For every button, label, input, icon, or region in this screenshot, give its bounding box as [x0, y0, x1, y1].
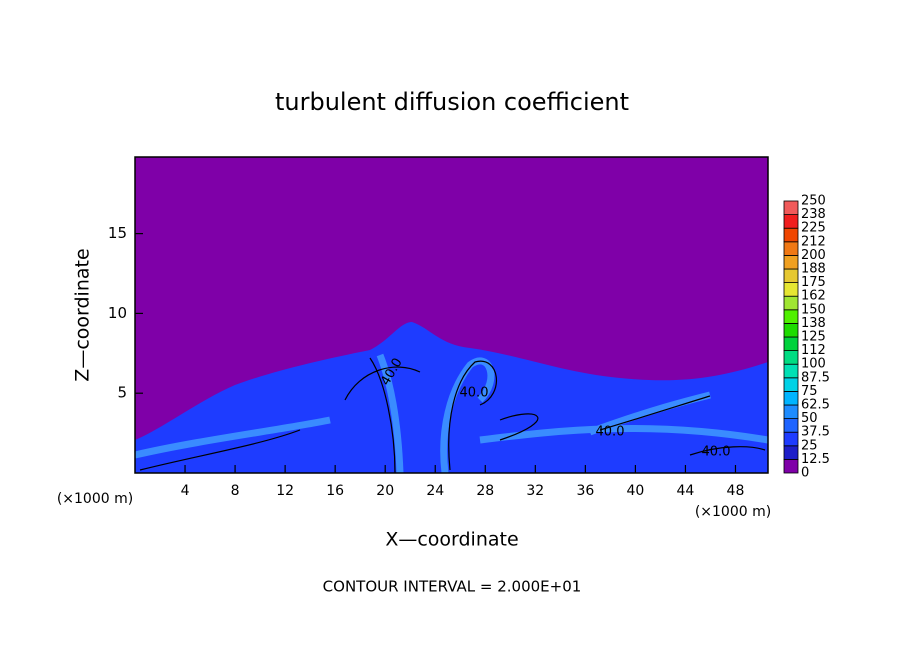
- colorbar-box: [783, 458, 799, 474]
- colorbar-label: 138: [801, 316, 826, 331]
- x-tick-label: 40: [626, 483, 644, 499]
- y-tick-label: 15: [108, 224, 127, 242]
- x-tick-label: 48: [727, 483, 745, 499]
- colorbar-label: 50: [801, 411, 818, 426]
- footer: CONTOUR INTERVAL = 2.000E+01: [323, 578, 582, 596]
- colorbar-label: 175: [801, 275, 826, 290]
- chart-title: turbulent diffusion coefficient: [275, 88, 629, 116]
- x-tick-label: 16: [326, 483, 344, 499]
- colorbar-box: [783, 227, 799, 243]
- colorbar-label: 250: [801, 194, 826, 209]
- x-tick-label: 4: [181, 483, 190, 499]
- colorbar-label: 225: [801, 221, 826, 236]
- colorbar-label: 162: [801, 289, 826, 304]
- colorbar-box: [783, 282, 799, 297]
- x-tick-label: 28: [476, 483, 494, 499]
- colorbar-label: 200: [801, 248, 826, 263]
- y-tick-label: 10: [108, 304, 127, 322]
- contour-label: 40.0: [596, 425, 625, 440]
- colorbar-box: [783, 200, 799, 216]
- colorbar-box: [783, 309, 799, 324]
- x-unit: (×1000 m): [695, 504, 771, 520]
- x-tick-label: 12: [276, 483, 294, 499]
- contour-label: 40.0: [702, 445, 731, 460]
- colorbar-box: [783, 445, 799, 460]
- contour-label: 40.0: [460, 386, 489, 401]
- colorbar-box: [783, 322, 799, 338]
- colorbar-box: [783, 350, 799, 365]
- field-detail: [134, 353, 769, 474]
- colorbar-label: 188: [801, 262, 826, 277]
- colorbar-box: [783, 336, 799, 352]
- colorbar-box: [783, 418, 799, 433]
- colorbar-label: 37.5: [801, 425, 830, 440]
- colorbar-box: [783, 404, 799, 420]
- colorbar-label: 25: [801, 438, 818, 453]
- colorbar-label: 87.5: [801, 370, 830, 385]
- field: [134, 157, 769, 474]
- x-tick-label: 32: [526, 483, 544, 499]
- y-axis-label: Z—coordinate: [72, 248, 94, 381]
- colorbar-box: [783, 363, 799, 379]
- x-tick-label: 20: [376, 483, 394, 499]
- x-unit: (×1000 m): [57, 491, 133, 507]
- colorbar-box: [783, 377, 799, 392]
- x-tick-label: 8: [231, 483, 240, 499]
- plot-frame: [134, 156, 769, 474]
- colorbar-label: 62.5: [801, 398, 830, 413]
- colorbar-box: [783, 241, 799, 256]
- colorbar-box: [783, 431, 799, 447]
- x-tick-label: 36: [576, 483, 594, 499]
- x-tick-label: 24: [426, 483, 444, 499]
- colorbar-label: 0: [801, 466, 809, 481]
- colorbar-box: [783, 295, 799, 311]
- colorbar-label: 100: [801, 357, 826, 372]
- colorbar-label: 75: [801, 384, 818, 399]
- colorbar-box: [783, 268, 799, 284]
- x-tick-label: 44: [677, 483, 695, 499]
- colorbar-label: 238: [801, 207, 826, 222]
- colorbar-box: [783, 254, 799, 270]
- colorbar-label: 212: [801, 234, 826, 249]
- y-tick-label: 5: [117, 384, 127, 402]
- contour-line: [139, 357, 766, 474]
- colorbar-label: 125: [801, 330, 826, 345]
- x-axis-label: X—coordinate: [385, 529, 518, 551]
- colorbar-label: 112: [801, 343, 826, 358]
- colorbar-label: 12.5: [801, 452, 830, 467]
- colorbar-box: [783, 214, 799, 229]
- colorbar-label: 150: [801, 302, 826, 317]
- colorbar-box: [783, 390, 799, 406]
